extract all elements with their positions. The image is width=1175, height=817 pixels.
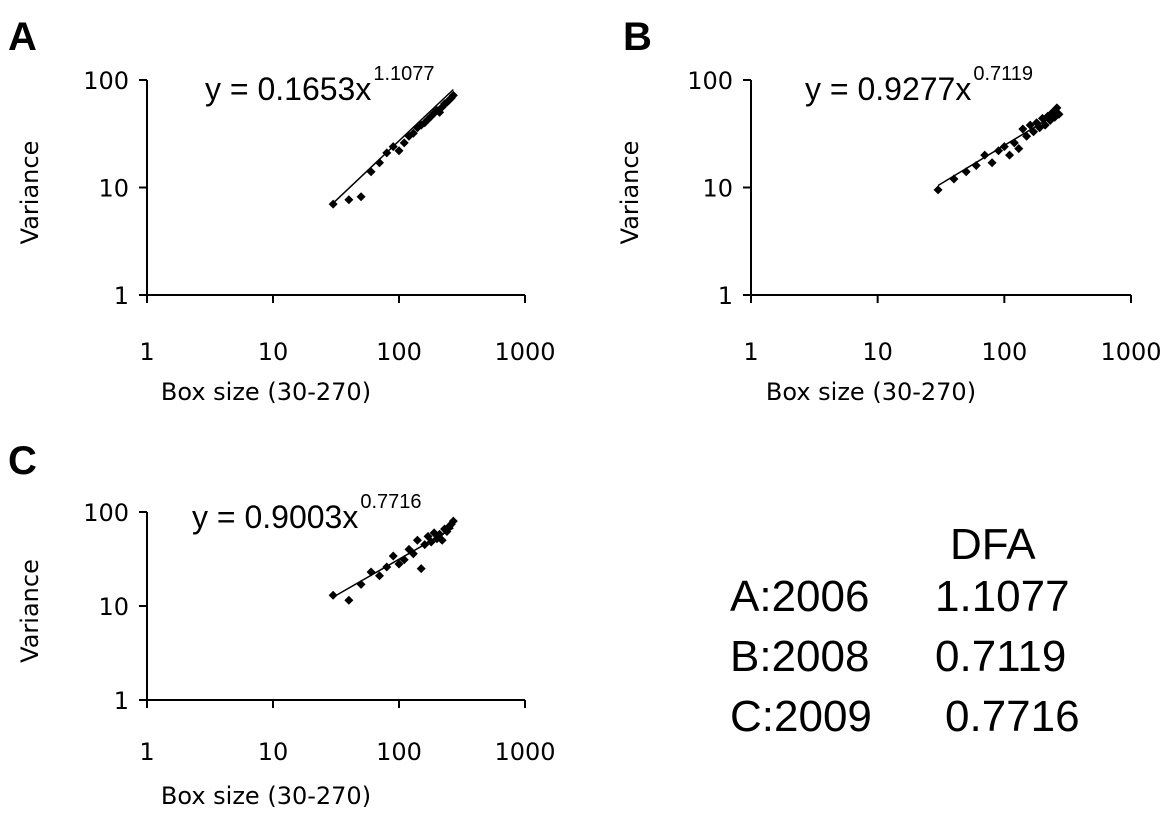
dfa-row-value-a: 1.1077: [935, 572, 1070, 621]
trend-equation-exponent: 0.7119: [973, 63, 1033, 85]
data-point: [382, 148, 392, 158]
y-tick-label: 1: [718, 282, 733, 310]
x-tick-label: 100: [376, 338, 422, 366]
data-point: [356, 579, 366, 589]
data-point: [344, 195, 354, 205]
trend-equation: y = 0.9003x: [192, 499, 358, 535]
y-axis-title: Variance: [16, 559, 44, 663]
y-tick-label: 10: [98, 593, 129, 621]
chart-panel-c: C 1 10 100 1 10 100 1000 Box size (30-270) Varian…: [0, 412, 600, 817]
data-point: [999, 142, 1009, 152]
x-axis-title: Box size (30-270): [161, 378, 371, 406]
data-point: [1043, 111, 1053, 121]
data-point: [1029, 127, 1039, 137]
x-tick-label: 10: [258, 738, 289, 766]
y-axis-title: Variance: [16, 141, 44, 245]
x-tick-label: 10: [862, 338, 893, 366]
x-tick-label: 1000: [1100, 338, 1161, 366]
trend-equation: y = 0.9277x: [805, 71, 971, 107]
data-point: [448, 516, 458, 526]
panel-letter: C: [8, 439, 37, 483]
data-point: [399, 555, 409, 565]
data-point: [1040, 120, 1050, 130]
data-point: [448, 90, 458, 100]
data-point: [1009, 138, 1019, 148]
data-point: [394, 559, 404, 569]
data-point: [1014, 144, 1024, 154]
data-point: [437, 535, 447, 545]
data-point: [961, 167, 971, 177]
data-point: [366, 167, 376, 177]
trend-equation: y = 0.1653x: [205, 71, 371, 107]
data-point: [1005, 150, 1015, 160]
chart-svg-a: A 1 10 100 1 10 100 1000 Box size (30-270) Varian…: [8, 15, 556, 406]
x-tick-label: 100: [376, 738, 422, 766]
data-point: [388, 551, 398, 561]
dfa-row-label-a: A:2006: [730, 572, 870, 621]
y-tick-label: 100: [83, 499, 129, 527]
chart-panel-a: A 1 10 100 1 10 100 1000 Box size (30-270) Varian…: [0, 0, 600, 420]
chart-svg-c: C 1 10 100 1 10 100 1000 Box size (30-270) Varian…: [8, 439, 556, 810]
data-point: [1037, 113, 1047, 123]
data-point: [994, 146, 1004, 156]
data-point: [1054, 109, 1064, 119]
dfa-row-label-c: C:2009: [730, 692, 872, 741]
data-point: [420, 540, 430, 550]
data-point: [374, 571, 384, 581]
data-point: [933, 185, 943, 195]
trend-equation-exponent: 0.7716: [360, 491, 421, 513]
data-point: [987, 158, 997, 168]
data-point: [382, 562, 392, 572]
data-point: [435, 529, 445, 539]
data-point: [1018, 124, 1028, 134]
data-point: [404, 544, 414, 554]
data-point: [412, 535, 422, 545]
dfa-summary-header: DFA: [950, 520, 1036, 569]
x-axis-title: Box size (30-270): [161, 782, 371, 810]
data-point: [426, 537, 436, 547]
x-axis-title: Box size (30-270): [766, 378, 976, 406]
y-tick-label: 100: [687, 67, 733, 95]
y-tick-label: 10: [98, 175, 129, 203]
data-point: [408, 549, 418, 559]
trend-equation-exponent: 1.1077: [373, 63, 434, 85]
panel-letter: B: [623, 15, 652, 59]
x-tick-label: 10: [258, 338, 289, 366]
data-point: [388, 142, 398, 152]
dfa-summary-table: DFA A:2006 1.1077 B:2008 0.7119 C:2009 0…: [730, 520, 1150, 760]
data-point: [356, 192, 366, 202]
data-point: [399, 138, 409, 148]
y-tick-label: 1: [114, 282, 129, 310]
data-point: [344, 595, 354, 605]
data-point: [971, 161, 981, 171]
chart-svg-b: B 1 10 100 1 10 100 1000 Box size (30-270) Varian…: [616, 15, 1162, 406]
data-point: [328, 199, 338, 209]
data-point: [394, 146, 404, 156]
data-point: [1022, 131, 1032, 141]
x-tick-label: 1000: [494, 738, 555, 766]
dfa-row-value-b: 0.7119: [935, 632, 1067, 681]
panel-letter: A: [8, 15, 37, 59]
x-tick-label: 100: [981, 338, 1027, 366]
data-point: [416, 564, 426, 574]
data-point: [980, 150, 990, 160]
dfa-row-label-b: B:2008: [730, 632, 870, 681]
data-point: [328, 590, 338, 600]
x-tick-label: 1: [139, 338, 154, 366]
y-tick-label: 10: [702, 175, 733, 203]
y-axis-title: Variance: [616, 141, 644, 245]
y-tick-label: 100: [83, 67, 129, 95]
x-tick-label: 1: [743, 338, 758, 366]
data-point: [949, 174, 959, 184]
chart-panel-b: B 1 10 100 1 10 100 1000 Box size (30-270) Varian…: [605, 0, 1175, 420]
data-point: [408, 128, 418, 138]
x-tick-label: 1: [139, 738, 154, 766]
x-tick-label: 1000: [494, 338, 555, 366]
data-point: [366, 567, 376, 577]
y-tick-label: 1: [114, 687, 129, 715]
data-point: [1045, 116, 1055, 126]
data-point: [374, 158, 384, 168]
dfa-row-value-c: 0.7716: [945, 692, 1080, 741]
